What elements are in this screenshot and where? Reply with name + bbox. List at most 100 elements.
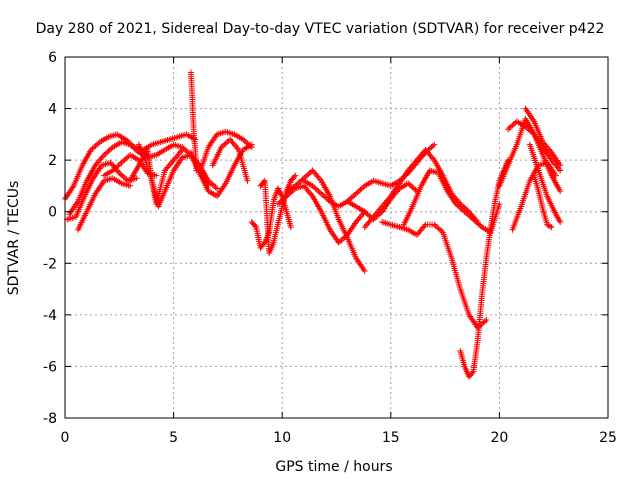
x-tick-label: 25: [599, 430, 617, 446]
y-axis-label: SDTVAR / TECUs: [6, 181, 22, 296]
data-point-trail: [310, 194, 324, 213]
data-point: [287, 224, 294, 231]
data-point-trail: [233, 132, 245, 142]
data-point-trail: [98, 134, 110, 145]
data-point-trail: [549, 151, 563, 167]
data-point-trail: [518, 179, 533, 208]
data-point-trail: [117, 171, 130, 183]
data-point-trail: [488, 203, 502, 234]
data-point-trail: [73, 195, 87, 218]
data-point: [405, 180, 412, 187]
data-point-trail: [423, 148, 436, 162]
data-point-trail: [398, 224, 410, 233]
data-point-trail: [154, 147, 167, 157]
data-point: [214, 185, 221, 192]
data-point-trail: [67, 200, 80, 216]
data-point-trail: [266, 241, 276, 255]
y-tick-label: -4: [43, 308, 57, 324]
data-point-trail: [397, 169, 411, 185]
data-point-trail: [146, 152, 158, 161]
data-point-trail: [471, 217, 484, 229]
data-point-trail: [120, 180, 132, 189]
data-point-trail: [288, 173, 298, 183]
data-point-trail: [354, 204, 366, 214]
data-point: [179, 146, 186, 153]
data-series-arc-1: [62, 131, 199, 202]
x-tick-label: 15: [382, 430, 400, 446]
data-point-trail: [197, 146, 211, 175]
data-point-trail: [319, 210, 333, 231]
y-tick-label: 6: [48, 50, 57, 66]
data-point-trail: [119, 153, 132, 165]
data-point-trail: [515, 119, 527, 129]
data-point-trail: [553, 212, 563, 224]
data-series-arc-23: [509, 159, 559, 233]
data-point-trail: [84, 164, 98, 183]
data-point-trail: [388, 181, 402, 198]
data-point-trail: [241, 137, 254, 149]
data-point-trail: [549, 158, 562, 172]
data-point-trail: [523, 107, 537, 123]
data-point-trail: [167, 134, 180, 142]
data-point-trail: [171, 156, 185, 172]
data-point: [452, 200, 459, 207]
data-point-trail: [159, 137, 171, 145]
data-point-trail: [128, 164, 141, 183]
data-point-trail: [527, 143, 541, 172]
data-point: [361, 208, 368, 215]
data-point: [109, 167, 116, 174]
data-point-trail: [345, 236, 359, 260]
data-point: [88, 146, 95, 153]
data-point-trail: [115, 132, 128, 142]
data-point-trail: [163, 142, 175, 152]
data-point-trail: [419, 169, 432, 188]
y-tick-label: 0: [48, 205, 57, 221]
data-series-arc-10: [209, 136, 251, 184]
data-point-trail: [336, 218, 350, 239]
y-tick-label: 4: [48, 102, 57, 118]
data-point-trail: [372, 178, 384, 186]
data-point-trail: [107, 131, 119, 140]
data-point-trail: [75, 179, 89, 203]
data-point-trail: [136, 143, 148, 162]
y-tick-label: -6: [43, 359, 57, 375]
y-tick-label: -8: [43, 411, 57, 427]
data-point: [557, 188, 564, 195]
data-point-trail: [84, 192, 98, 213]
data-point-trail: [111, 140, 123, 150]
data-point-trail: [536, 169, 550, 198]
data-point-trail: [506, 119, 519, 131]
data-point: [127, 141, 134, 148]
data-series-arc-18: [379, 219, 490, 331]
data-point-trail: [181, 152, 193, 161]
data-point-trail: [510, 205, 524, 231]
data-point-trail: [457, 288, 472, 316]
data-point: [205, 177, 212, 184]
data-point-trail: [91, 163, 104, 180]
data-point-trail: [458, 202, 471, 214]
data-point-trail: [479, 257, 490, 296]
data-point: [240, 136, 247, 143]
x-tick-label: 20: [490, 430, 508, 446]
data-point-trail: [63, 184, 76, 201]
data-point-trail: [432, 158, 445, 177]
data-point-trail: [488, 200, 498, 229]
data-point: [522, 123, 529, 130]
data-point-trail: [276, 194, 289, 206]
data-point-trail: [197, 171, 211, 193]
data-series-arc-9: [196, 128, 255, 177]
data-point-trail: [215, 181, 228, 198]
x-axis-label: GPS time / hours: [275, 459, 392, 475]
data-point: [193, 167, 200, 174]
data-point-trail: [545, 161, 558, 178]
data-point: [116, 170, 123, 177]
data-point-trail: [532, 132, 545, 149]
data-point-trail: [249, 220, 259, 229]
data-point-trail: [440, 231, 454, 260]
data-point-trail: [440, 174, 454, 195]
data-point-trail: [111, 176, 123, 186]
data-point-trail: [224, 129, 236, 137]
data-point-trail: [206, 179, 219, 191]
data-point-trail: [102, 168, 115, 178]
